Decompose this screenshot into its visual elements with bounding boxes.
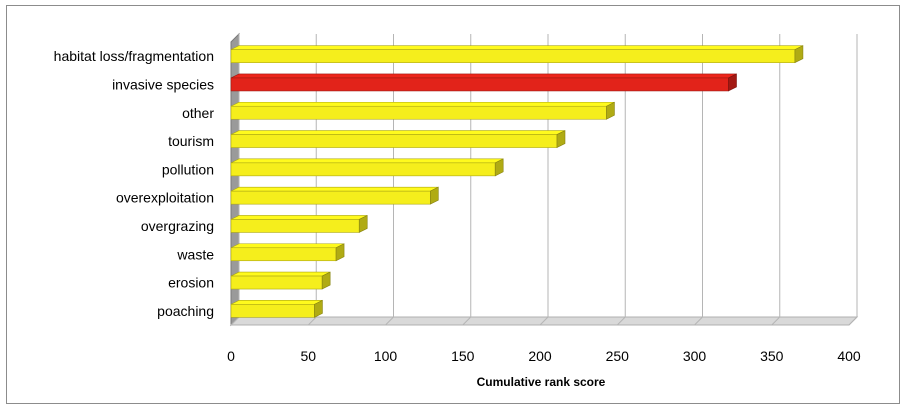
x-tick-label: 250 <box>606 348 630 364</box>
x-tick-label: 150 <box>451 348 475 364</box>
x-tick-labels: 0 50 100 150 200 250 300 350 400 <box>227 348 861 364</box>
x-tick-label: 350 <box>760 348 784 364</box>
bar-top-face <box>230 215 368 220</box>
bar-front-face <box>230 77 729 92</box>
x-tick-label: 300 <box>683 348 707 364</box>
x-tick-label: 400 <box>837 348 861 364</box>
gridline-floor <box>385 316 394 326</box>
bar-front-face <box>230 275 323 290</box>
category-label: tourism <box>168 133 214 149</box>
bar <box>230 214 368 233</box>
category-label: erosion <box>168 275 214 291</box>
x-tick-label: 0 <box>227 348 235 364</box>
bar-top-face <box>230 73 737 79</box>
bar-end-face <box>358 214 368 233</box>
bar-end-face <box>335 243 345 262</box>
gridline-floor <box>771 316 781 326</box>
bar-end-face <box>606 101 615 120</box>
bar-end-face <box>556 130 566 149</box>
category-label: other <box>182 105 214 121</box>
bar <box>230 299 323 318</box>
gridline-floor <box>616 316 626 326</box>
bar-front-face <box>230 134 558 148</box>
category-label: overgrazing <box>141 218 214 234</box>
x-axis-title: Cumulative rank score <box>477 375 606 389</box>
bar-front-face <box>230 190 431 205</box>
bar-end-face <box>321 271 331 290</box>
bar-top-face <box>230 243 345 249</box>
bar-front-face <box>230 49 796 63</box>
bar-top-face <box>230 45 804 50</box>
bar-top-face <box>230 300 323 305</box>
bar-front-face <box>230 304 315 318</box>
bar-top-face <box>230 130 566 135</box>
gridline-floor <box>539 316 549 326</box>
bar-end-face <box>314 299 323 318</box>
bar <box>230 101 615 120</box>
bar-end-face <box>430 186 439 205</box>
category-label: invasive species <box>112 76 214 92</box>
bar <box>230 243 345 262</box>
bar <box>230 271 331 290</box>
bar-end-face <box>728 73 737 92</box>
gridline-floor <box>694 316 703 326</box>
gridline-floor <box>307 316 317 326</box>
category-label: habitat loss/fragmentation <box>54 48 214 64</box>
bar <box>230 130 566 149</box>
bar-front-face <box>230 219 360 233</box>
category-label: waste <box>176 246 214 262</box>
bar-front-face <box>230 247 337 262</box>
bar-top-face <box>230 186 439 192</box>
bar <box>230 186 439 205</box>
gridline-floor <box>848 316 858 326</box>
bars <box>230 45 804 318</box>
bar-front-face <box>230 105 607 120</box>
x-tick-label: 100 <box>374 348 398 364</box>
bar-top-face <box>230 271 331 277</box>
gridline-floor <box>462 316 472 326</box>
bar <box>230 45 804 64</box>
bar <box>230 73 737 92</box>
bar-top-face <box>230 158 504 164</box>
bar-front-face <box>230 162 496 177</box>
category-label: poaching <box>157 303 214 319</box>
bar-end-face <box>794 45 804 64</box>
bar-top-face <box>230 101 615 107</box>
bar-end-face <box>494 158 504 177</box>
category-label: pollution <box>162 161 214 177</box>
x-tick-label: 200 <box>528 348 552 364</box>
category-labels: habitat loss/fragmentation invasive speci… <box>54 48 215 319</box>
x-tick-label: 50 <box>300 348 316 364</box>
category-label: overexploitation <box>116 190 214 206</box>
bar <box>230 158 504 177</box>
gridline-floor <box>230 316 240 326</box>
chart-frame <box>6 5 900 404</box>
